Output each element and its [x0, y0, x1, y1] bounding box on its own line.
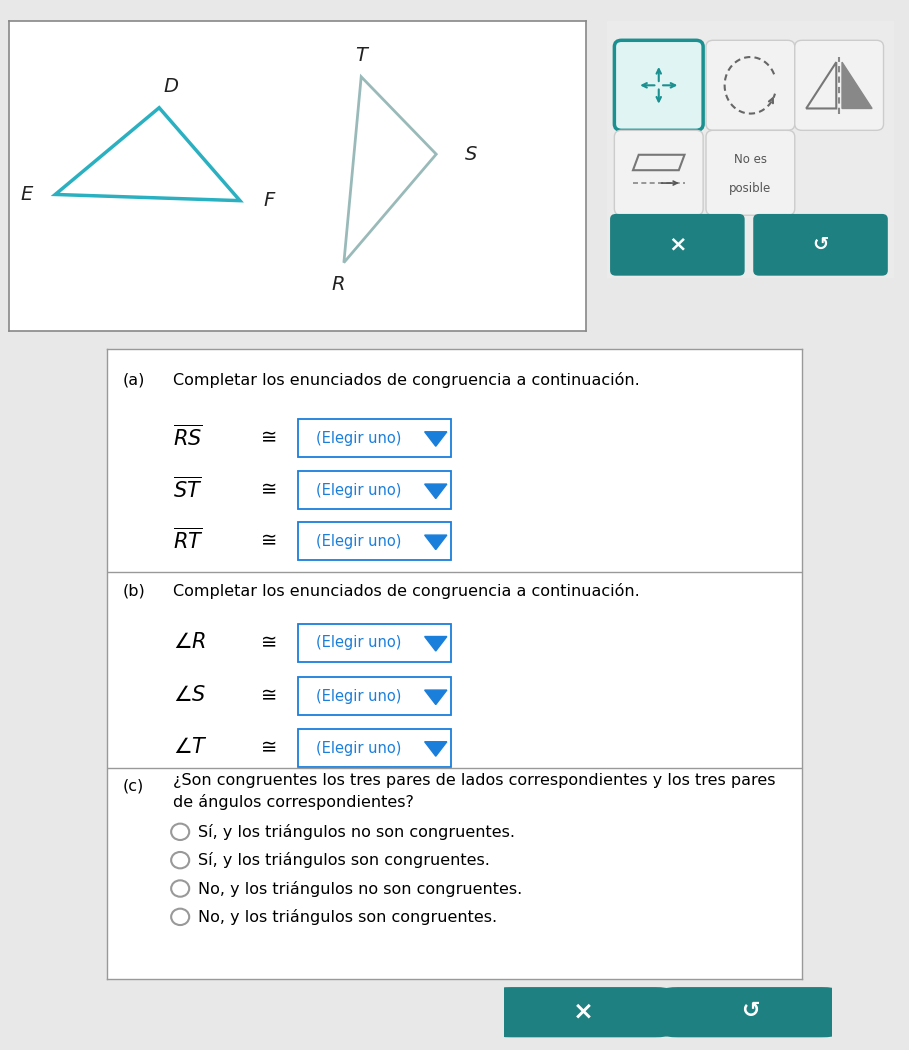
- FancyBboxPatch shape: [664, 987, 835, 1037]
- Text: (b): (b): [123, 584, 145, 598]
- Polygon shape: [425, 432, 447, 446]
- FancyBboxPatch shape: [498, 987, 668, 1037]
- Text: Sí, y los triángulos son congruentes.: Sí, y los triángulos son congruentes.: [197, 853, 489, 868]
- Text: (Elegir uno): (Elegir uno): [315, 689, 401, 704]
- Text: $\cong$: $\cong$: [256, 530, 276, 549]
- FancyBboxPatch shape: [298, 471, 451, 509]
- Text: (Elegir uno): (Elegir uno): [315, 533, 401, 549]
- Text: Completar los enunciados de congruencia a continuación.: Completar los enunciados de congruencia …: [174, 372, 640, 388]
- Text: ¿Son congruentes los tres pares de lados correspondientes y los tres pares: ¿Son congruentes los tres pares de lados…: [174, 773, 775, 788]
- Text: No, y los triángulos no son congruentes.: No, y los triángulos no son congruentes.: [197, 881, 522, 897]
- Text: (Elegir uno): (Elegir uno): [315, 483, 401, 498]
- Text: $\cong$: $\cong$: [256, 480, 276, 499]
- Polygon shape: [425, 690, 447, 705]
- FancyBboxPatch shape: [706, 40, 794, 130]
- Text: $\cong$: $\cong$: [256, 737, 276, 756]
- Text: ×: ×: [668, 235, 686, 255]
- Text: Sí, y los triángulos no son congruentes.: Sí, y los triángulos no son congruentes.: [197, 824, 514, 840]
- Text: $\cong$: $\cong$: [256, 686, 276, 705]
- Text: (a): (a): [123, 373, 145, 387]
- Text: T: T: [355, 45, 367, 64]
- Polygon shape: [425, 741, 447, 756]
- Text: $\angle R$: $\angle R$: [174, 631, 206, 652]
- Text: S: S: [464, 145, 477, 164]
- Text: E: E: [20, 185, 33, 204]
- Text: ↺: ↺: [741, 1001, 759, 1021]
- FancyBboxPatch shape: [298, 523, 451, 561]
- FancyBboxPatch shape: [614, 130, 704, 215]
- Text: $\overline{ST}$: $\overline{ST}$: [174, 477, 203, 502]
- Text: Completar los enunciados de congruencia a continuación.: Completar los enunciados de congruencia …: [174, 583, 640, 600]
- Text: F: F: [264, 191, 275, 210]
- FancyBboxPatch shape: [602, 16, 899, 284]
- Text: (Elegir uno): (Elegir uno): [315, 635, 401, 650]
- Text: $\cong$: $\cong$: [256, 632, 276, 651]
- FancyBboxPatch shape: [706, 130, 794, 215]
- Text: (Elegir uno): (Elegir uno): [315, 740, 401, 756]
- Text: No, y los triángulos son congruentes.: No, y los triángulos son congruentes.: [197, 909, 496, 925]
- FancyBboxPatch shape: [298, 677, 451, 715]
- FancyBboxPatch shape: [298, 624, 451, 662]
- Text: D: D: [164, 77, 178, 96]
- Text: $\angle S$: $\angle S$: [174, 685, 206, 706]
- Text: $\overline{RT}$: $\overline{RT}$: [174, 527, 204, 553]
- FancyBboxPatch shape: [754, 214, 888, 276]
- Polygon shape: [425, 636, 447, 651]
- Text: $\cong$: $\cong$: [256, 427, 276, 446]
- Text: No es: No es: [734, 153, 767, 166]
- FancyBboxPatch shape: [298, 729, 451, 766]
- Text: de ángulos correspondientes?: de ángulos correspondientes?: [174, 794, 415, 811]
- Text: R: R: [332, 275, 345, 294]
- Text: ↺: ↺: [813, 235, 829, 254]
- Text: (c): (c): [123, 779, 144, 794]
- Text: posible: posible: [729, 182, 772, 194]
- Text: $\angle T$: $\angle T$: [174, 737, 208, 757]
- FancyBboxPatch shape: [794, 40, 884, 130]
- Text: (Elegir uno): (Elegir uno): [315, 430, 401, 445]
- Text: $\overline{RS}$: $\overline{RS}$: [174, 424, 203, 449]
- Text: ×: ×: [573, 1000, 594, 1023]
- FancyBboxPatch shape: [298, 419, 451, 457]
- Polygon shape: [842, 62, 872, 108]
- Polygon shape: [425, 484, 447, 499]
- Polygon shape: [425, 536, 447, 549]
- FancyBboxPatch shape: [610, 214, 744, 276]
- FancyBboxPatch shape: [614, 40, 704, 130]
